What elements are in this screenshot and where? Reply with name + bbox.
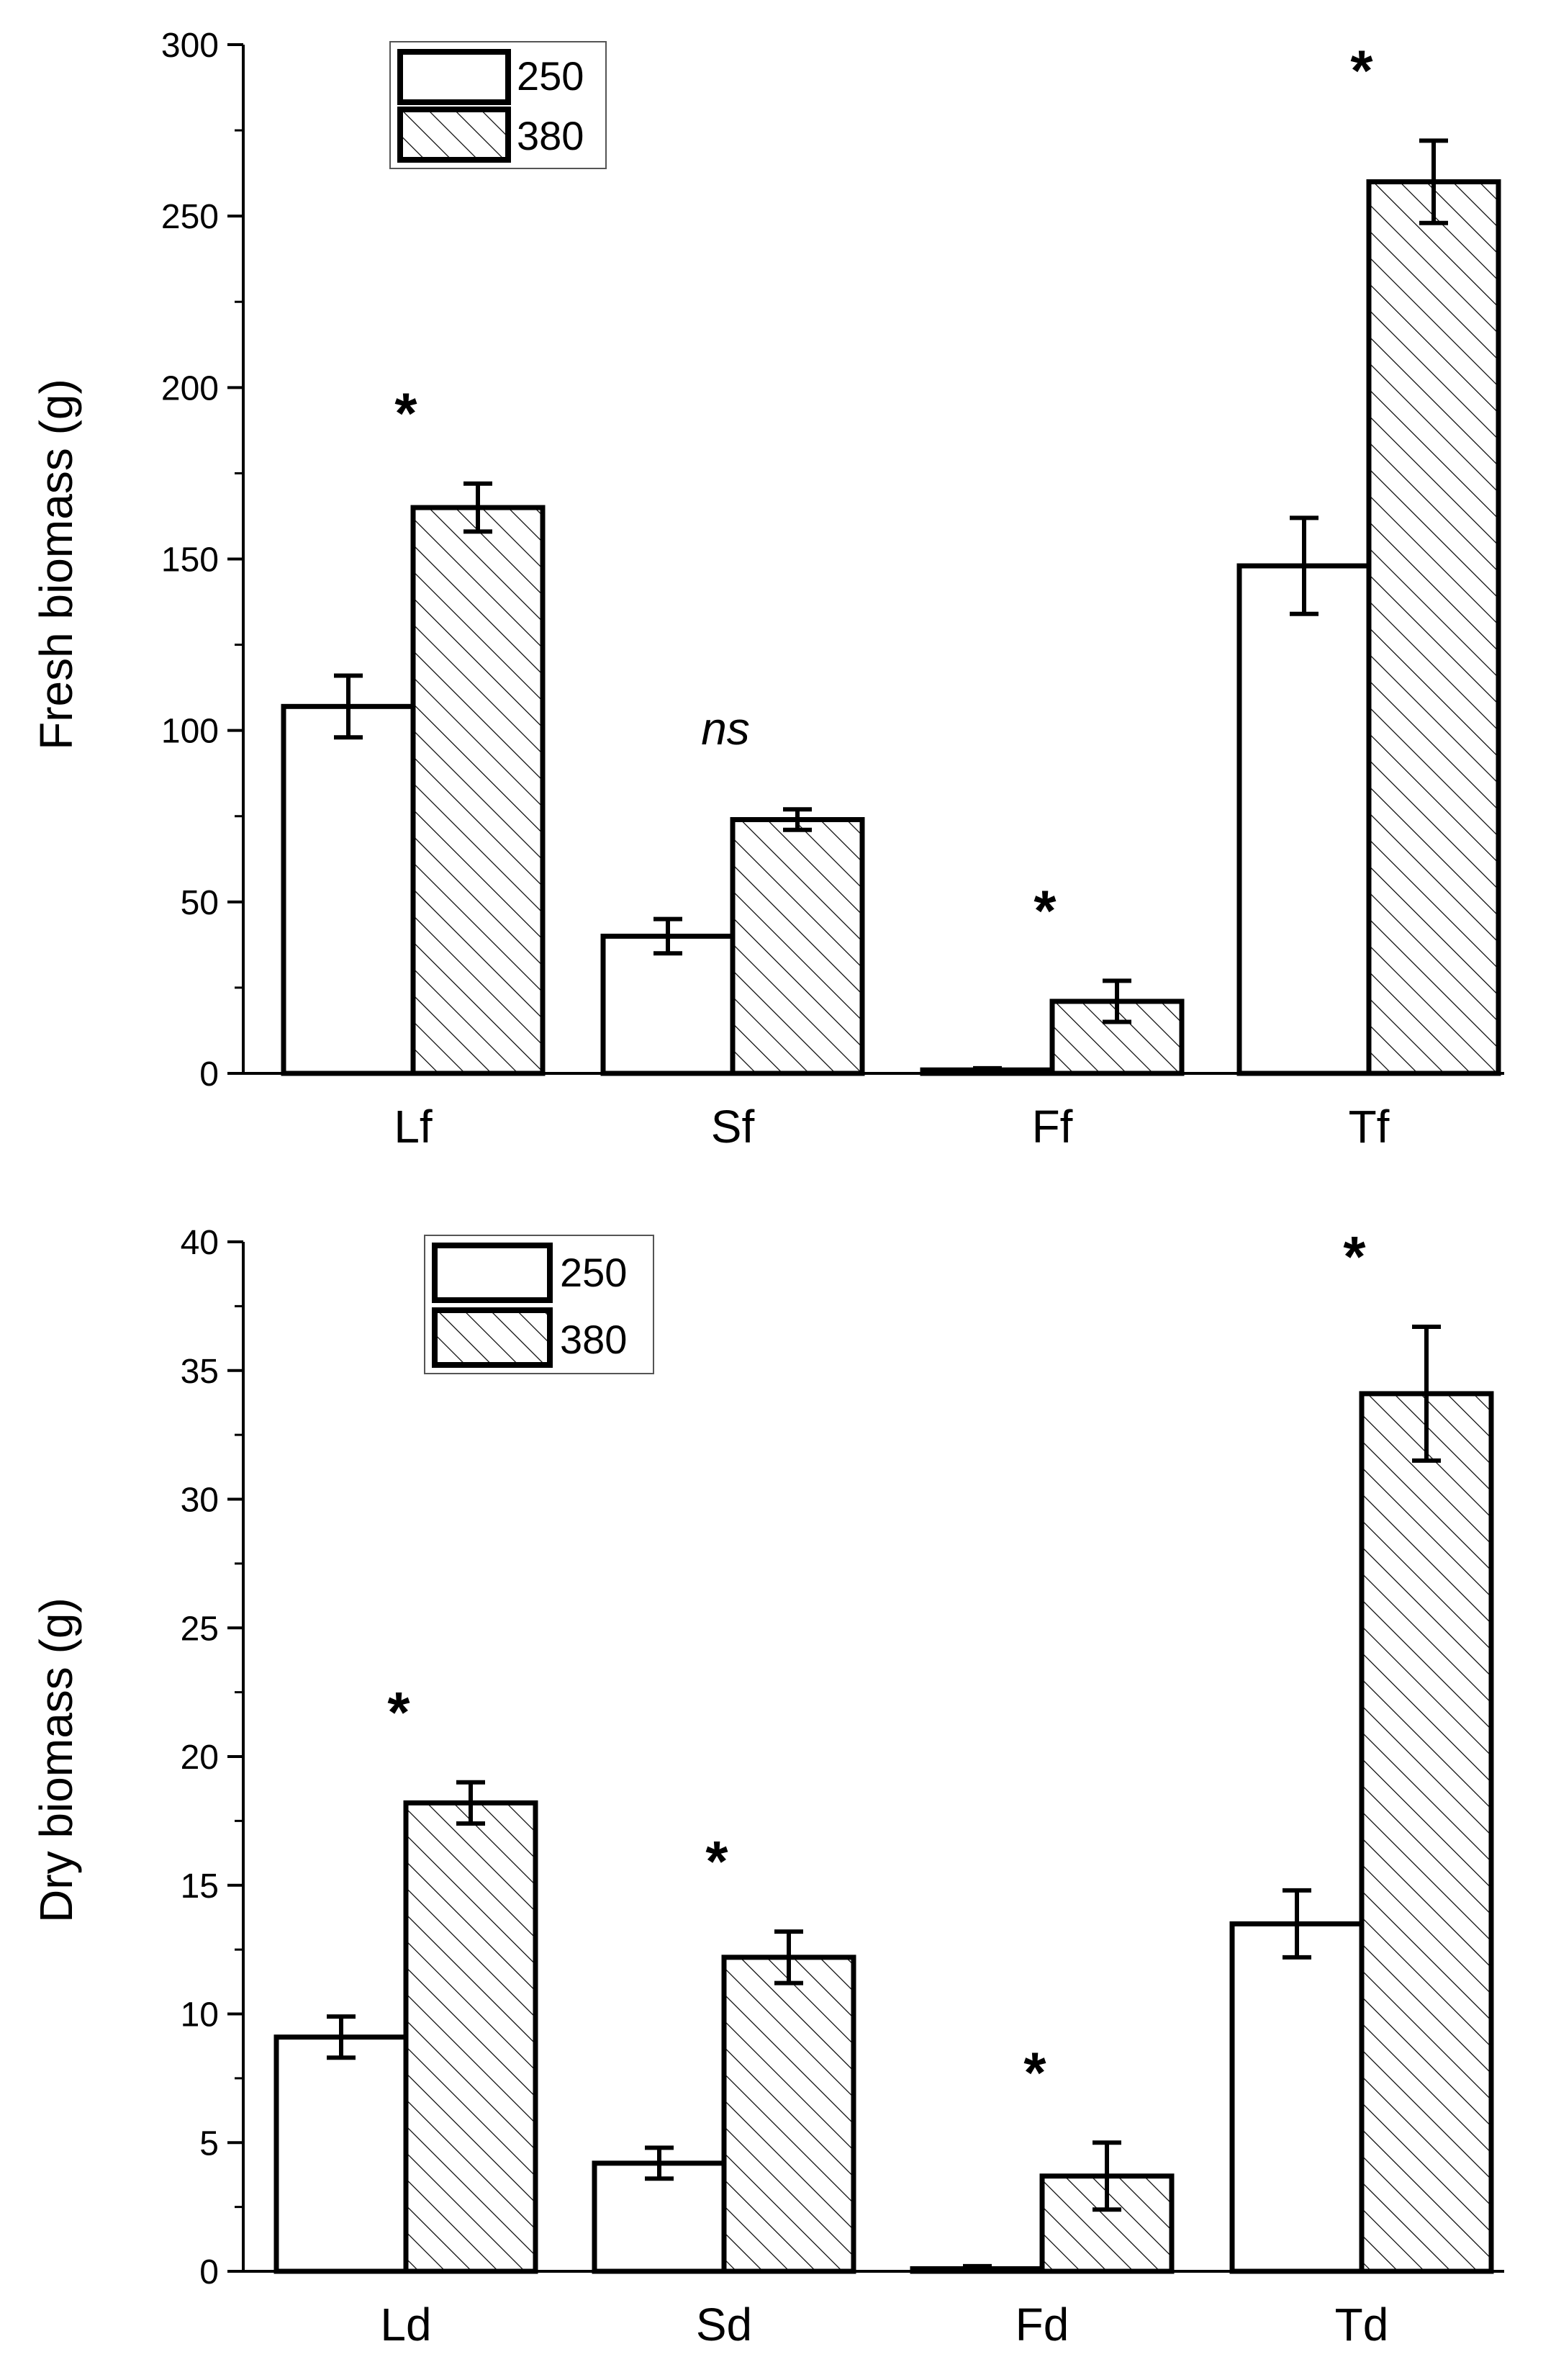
error-bar-Sd-380: [774, 1929, 803, 1985]
legend-swatch-380: [432, 1307, 553, 1368]
bar-Lf-250: [281, 703, 416, 1076]
bars: [273, 1391, 1494, 2274]
dry-biomass-chart: Dry biomass (g) 0 5 10 15 20 25 30 35 40 * * * * Ld…: [30, 1224, 1504, 2350]
x-axis-categories: Lf Sf Ff Tf: [394, 1101, 1389, 1153]
y-tick-label: 0: [199, 2253, 219, 2291]
x-category-label: Td: [1335, 2299, 1389, 2350]
y-tick-label: 10: [181, 1996, 219, 2034]
bar-Sf-380: [730, 817, 865, 1076]
significance-Sf: ns: [701, 703, 750, 754]
significance-Ld: *: [387, 1680, 410, 1744]
error-bars: [334, 138, 1448, 1074]
y-tick-label: 35: [181, 1353, 219, 1391]
error-bar-Fd-380: [1093, 2140, 1121, 2212]
bar-Sf-250: [600, 933, 736, 1076]
legend: 250 380: [389, 41, 607, 169]
legend-label-250: 250: [560, 1250, 627, 1295]
significance-Ff: *: [1033, 878, 1057, 942]
significance-marks: * * * *: [387, 1225, 1366, 2104]
y-tick-label: 5: [199, 2124, 219, 2163]
bar-Ld-380: [403, 1800, 538, 2274]
y-tick-label: 200: [161, 369, 219, 407]
y-tick-label: 40: [181, 1224, 219, 1262]
significance-Td: *: [1343, 1225, 1366, 1289]
y-tick-label: 250: [161, 198, 219, 236]
error-bar-Td-380: [1412, 1324, 1441, 1463]
error-bar-Ld-380: [456, 1780, 485, 1826]
x-category-label: Ld: [380, 2299, 431, 2350]
y-axis-ticks: 0 50 100 150 200 250 300: [161, 27, 243, 1094]
error-bar-Td-250: [1283, 1888, 1311, 1960]
y-tick-label: 20: [181, 1739, 219, 1777]
y-tick-label: 15: [181, 1867, 219, 1906]
error-bar-Tf-380: [1419, 138, 1448, 225]
bar-Sd-380: [721, 1955, 856, 2274]
bar-Sd-250: [592, 2160, 727, 2274]
error-bar-Sd-250: [645, 2145, 674, 2181]
legend: 250 380: [424, 1235, 654, 1374]
x-axis-categories: Ld Sd Fd Td: [380, 2299, 1388, 2350]
x-category-label: Fd: [1016, 2299, 1069, 2350]
significance-marks: * ns * *: [394, 38, 1373, 942]
error-bar-Ld-250: [327, 2014, 356, 2060]
legend-label-250: 250: [517, 53, 584, 99]
bar-Tf-380: [1366, 179, 1501, 1076]
y-tick-label: 50: [181, 884, 219, 922]
bars: [281, 179, 1501, 1076]
x-category-label: Ff: [1032, 1101, 1073, 1153]
bar-Td-380: [1359, 1391, 1494, 2274]
y-tick-label: 0: [199, 1055, 219, 1094]
legend-swatch-250: [397, 49, 511, 105]
y-axis-ticks: 0 5 10 15 20 25 30 35 40: [181, 1224, 243, 2291]
y-tick-label: 300: [161, 27, 219, 65]
x-category-label: Tf: [1349, 1101, 1390, 1153]
fresh-biomass-chart: Fresh biomass (g) 0 50 100 150 200 250 300 * ns…: [30, 27, 1504, 1153]
significance-Fd: *: [1023, 2040, 1046, 2104]
y-tick-label: 150: [161, 541, 219, 580]
bar-Ld-250: [273, 2034, 409, 2274]
y-tick-label: 100: [161, 713, 219, 751]
error-bar-Sf-380: [783, 807, 812, 832]
legend-label-380: 380: [560, 1317, 627, 1362]
y-tick-label: 25: [181, 1610, 219, 1648]
legend-swatch-250: [432, 1243, 553, 1303]
significance-Lf: *: [394, 382, 417, 446]
legend-label-380: 380: [517, 113, 584, 158]
bar-Lf-380: [410, 505, 546, 1076]
error-bar-Ff-250: [973, 1065, 1002, 1074]
y-axis-title: Dry biomass (g): [30, 1597, 82, 1923]
y-axis-title: Fresh biomass (g): [30, 379, 82, 750]
y-tick-label: 30: [181, 1482, 219, 1520]
bar-Tf-250: [1236, 563, 1372, 1076]
significance-Tf: *: [1350, 38, 1373, 102]
error-bar-Ff-380: [1103, 978, 1131, 1024]
bar-Td-250: [1229, 1921, 1365, 2274]
error-bar-Lf-250: [334, 673, 363, 740]
x-category-label: Sd: [696, 2299, 752, 2350]
x-category-label: Lf: [394, 1101, 433, 1153]
x-category-label: Sf: [711, 1101, 755, 1153]
error-bar-Sf-250: [653, 916, 682, 956]
significance-Sd: *: [705, 1829, 728, 1893]
legend-swatch-380: [397, 107, 511, 163]
error-bar-Lf-380: [463, 481, 492, 534]
error-bar-Tf-250: [1290, 515, 1318, 616]
